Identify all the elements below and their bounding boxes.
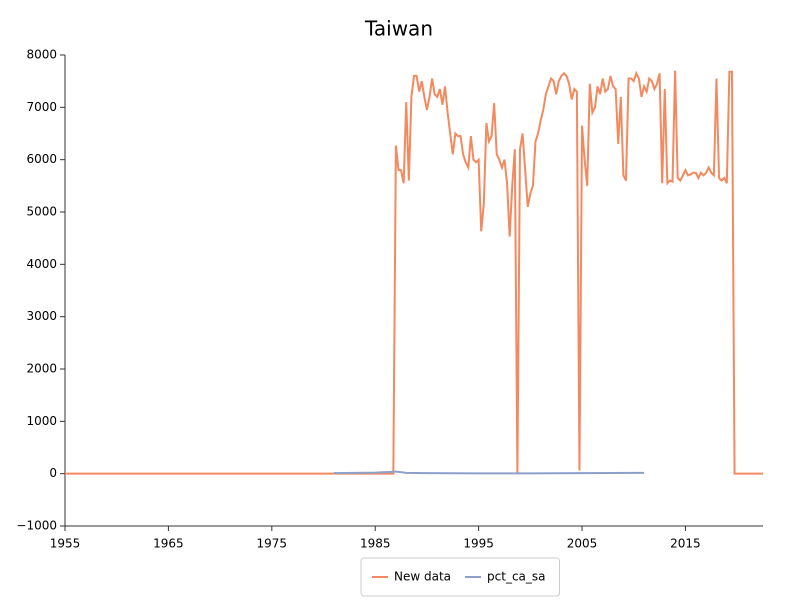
legend-box <box>360 557 561 597</box>
x-tick-label: 2015 <box>670 537 701 551</box>
x-tick-label: 1965 <box>153 537 184 551</box>
y-tick-label: 4000 <box>26 257 57 271</box>
x-tick-label: 1955 <box>50 537 81 551</box>
series-line <box>65 70 763 475</box>
x-tick-label: 1975 <box>257 537 288 551</box>
y-tick-label: 2000 <box>26 362 57 376</box>
legend-label: pct_ca_sa <box>487 570 545 584</box>
y-tick-label: 7000 <box>26 100 57 114</box>
y-tick-label: 5000 <box>26 205 57 219</box>
chart-title: Taiwan <box>364 17 433 41</box>
x-tick-label: 2005 <box>567 537 598 551</box>
y-tick-label: 6000 <box>26 152 57 166</box>
y-tick-label: 0 <box>49 466 57 480</box>
y-tick-label: 3000 <box>26 309 57 323</box>
legend-label: New data <box>394 570 451 584</box>
series-line <box>333 470 645 475</box>
x-tick-label: 1995 <box>463 537 494 551</box>
legend: New data pct_ca_sa <box>360 557 561 597</box>
y-tick-label: −1000 <box>16 519 57 533</box>
y-tick-label: 1000 <box>26 414 57 428</box>
x-tick-label: 1985 <box>360 537 391 551</box>
y-tick-label: 8000 <box>26 48 57 62</box>
